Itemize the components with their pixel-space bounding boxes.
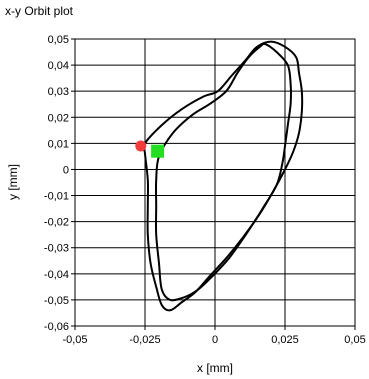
y-tick-label: -0,02 [44,217,69,229]
x-tick-label: 0,05 [344,334,365,346]
x-axis-label: x [mm] [197,361,233,375]
y-tick-label: -0,05 [44,295,69,307]
x-tick-label: -0,05 [62,334,87,346]
x-tick-label: -0,025 [129,334,160,346]
y-tick-label: 0,04 [48,60,69,72]
x-tick-label: 0,025 [271,334,299,346]
orbit-series-line [142,40,304,312]
y-tick-label: -0,01 [44,191,69,203]
plot-border [74,38,356,327]
ticks: -0,05 -0,025 0 0,025 0,05 0,05 0,04 0,03 0,02 0,0… [44,34,366,346]
orbit-series-line [154,42,292,302]
y-tick-label: 0 [63,164,69,176]
series-layer [142,40,304,312]
y-tick-label: 0,05 [48,34,69,46]
chart-title: x-y Orbit plot [5,4,74,18]
x-tick-label: 0 [212,334,218,346]
y-tick-label: -0,06 [44,321,69,333]
y-tick-label: -0,03 [44,243,69,255]
y-tick-label: -0,04 [44,269,69,281]
y-tick-label: 0,03 [48,86,69,98]
current-position-marker [151,144,165,158]
y-axis-label: y [mm] [6,164,20,200]
start-marker [135,140,147,152]
marker-layer [135,140,165,158]
y-tick-label: 0,01 [48,138,69,150]
y-tick-label: 0,02 [48,112,69,124]
